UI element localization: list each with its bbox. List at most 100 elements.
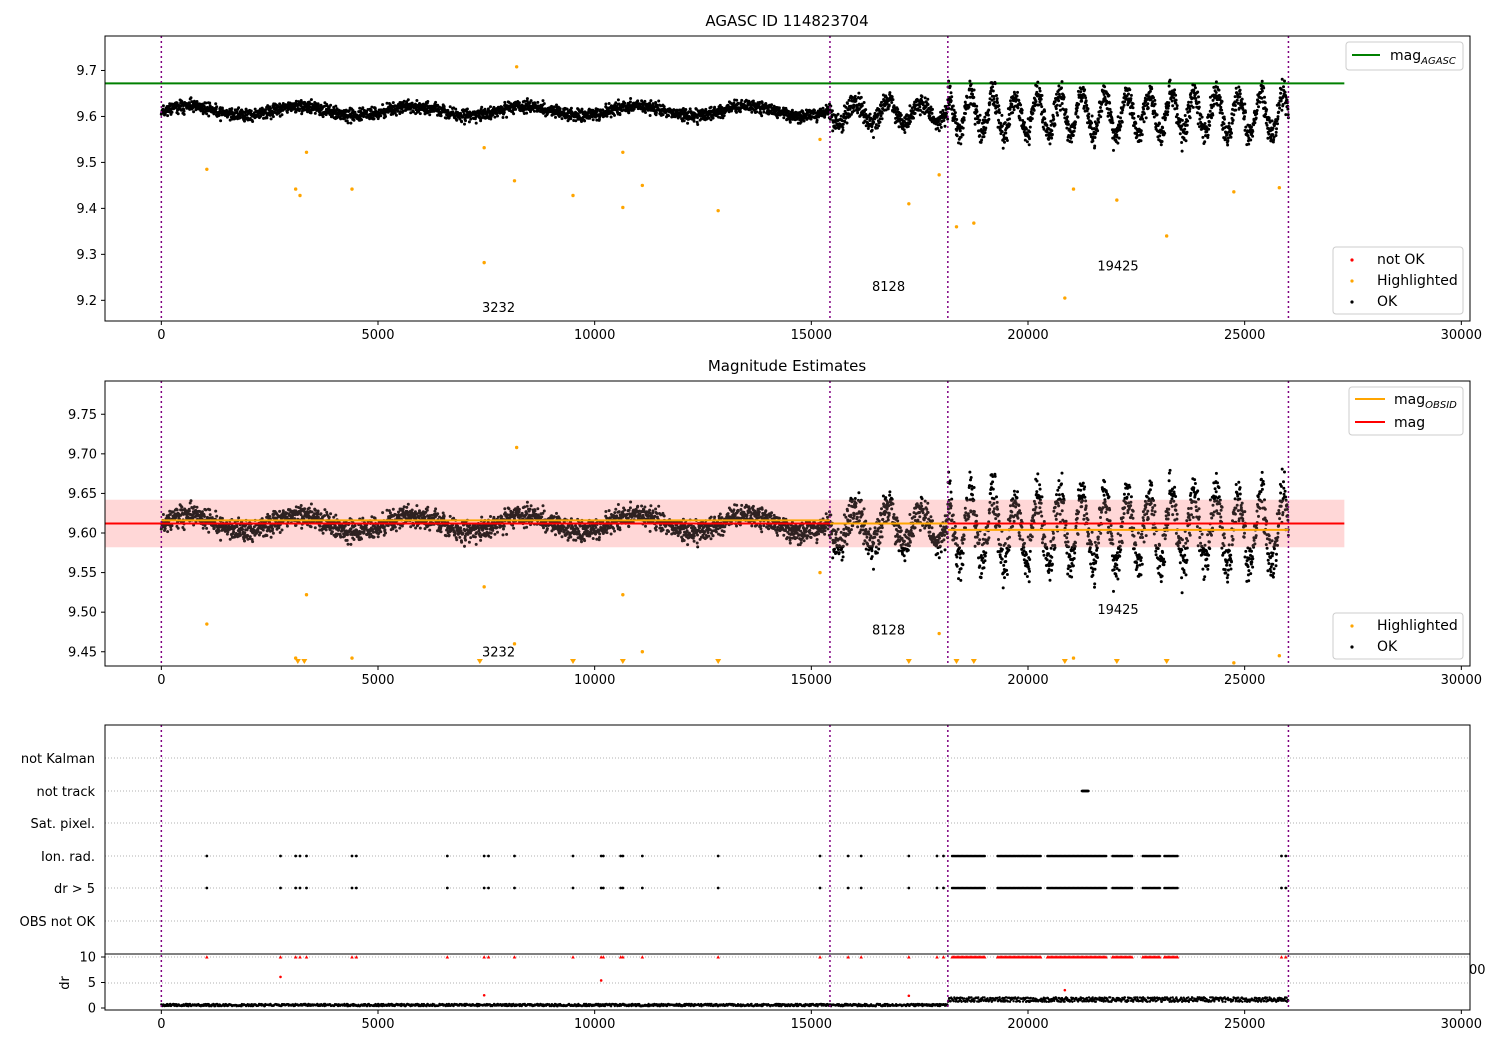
ok-point (489, 117, 493, 121)
legend-mag-agasc: magAGASC (1345, 41, 1464, 71)
ok-point (1178, 132, 1182, 136)
ok-point (1087, 112, 1091, 116)
ok-point (358, 106, 362, 110)
ok-point (1249, 138, 1253, 142)
ok-point (1188, 116, 1192, 120)
ok-point (1028, 130, 1032, 134)
ok-point (1016, 90, 1019, 94)
ok-point (847, 98, 851, 102)
ok-point (1085, 103, 1089, 107)
ok-point (1283, 90, 1287, 94)
ok-point (1185, 130, 1189, 134)
ok-point (486, 107, 490, 111)
y-tick-label: 9.2 (76, 294, 97, 309)
ok-point (1095, 123, 1099, 127)
x-tick-label: 30000 (1441, 328, 1482, 343)
ok-point (1174, 93, 1178, 97)
ok-point (454, 107, 458, 111)
ok-point (1032, 108, 1036, 112)
ok-point (1193, 86, 1197, 90)
ok-point (1272, 138, 1276, 142)
ok-point (464, 119, 467, 123)
ok-point (596, 107, 600, 111)
ok-point (1243, 102, 1247, 106)
ok-point (648, 114, 652, 117)
ok-point (707, 116, 711, 120)
ok-point (532, 109, 536, 113)
ok-point (688, 107, 692, 111)
ok-point (675, 109, 679, 113)
ok-point (627, 111, 631, 115)
ok-point (1210, 116, 1213, 120)
ok-point (1146, 102, 1150, 106)
x-tick-label: 5000 (361, 328, 394, 343)
ok-point (1073, 126, 1077, 130)
ok-point (1226, 139, 1230, 143)
ok-point (352, 118, 356, 122)
highlighted-outlier-point (482, 260, 486, 265)
ok-point (1188, 107, 1192, 111)
ok-point (662, 105, 666, 109)
ok-point (998, 111, 1002, 115)
ok-point (542, 102, 546, 106)
ok-point (878, 120, 882, 124)
ok-point (1265, 123, 1269, 127)
ok-point (1100, 109, 1104, 113)
ok-point (269, 107, 272, 110)
ok-point (651, 102, 655, 106)
ok-point (1120, 111, 1124, 115)
ok-point (555, 103, 558, 107)
ok-point (514, 107, 518, 111)
ok-point (872, 120, 876, 124)
ok-point (992, 100, 996, 104)
ok-point (649, 99, 653, 103)
ok-point (993, 82, 997, 86)
ok-point (370, 105, 374, 109)
ok-point (1008, 123, 1012, 126)
ok-point (271, 115, 275, 119)
ok-point (1129, 97, 1133, 101)
ok-point (299, 99, 303, 102)
ok-point (1067, 122, 1070, 126)
ok-point (939, 125, 943, 129)
ok-point (735, 98, 739, 102)
ok-point (351, 109, 355, 112)
ok-point (1103, 85, 1107, 89)
ok-point (1039, 97, 1043, 101)
ok-point (841, 128, 845, 132)
ok-point (1057, 84, 1061, 88)
ok-point (207, 114, 211, 118)
ok-point (1000, 113, 1004, 117)
obsid-annotation: 19425 (1097, 259, 1138, 274)
ok-point (525, 111, 529, 115)
ok-point (880, 111, 884, 115)
ok-point (529, 99, 533, 103)
ok-point (536, 100, 540, 104)
ok-point (1122, 103, 1126, 107)
highlighted-outlier-point (1232, 190, 1236, 194)
ok-point (1159, 143, 1163, 147)
ok-point (271, 112, 275, 116)
x-tick-label: 20000 (1007, 328, 1048, 343)
ok-point (962, 118, 966, 122)
ok-point (682, 119, 686, 123)
highlighted-outlier-point (205, 167, 209, 172)
ok-point (595, 118, 599, 122)
ok-point (1173, 88, 1177, 92)
ok-point (189, 96, 193, 100)
ok-point (294, 99, 298, 103)
ok-point (657, 99, 661, 103)
ok-point (1150, 87, 1154, 91)
y-tick-label: 9.3 (76, 248, 97, 263)
ok-point (926, 97, 930, 101)
ok-point (1132, 112, 1136, 116)
ok-point (293, 107, 297, 111)
highlighted-outlier-point (514, 65, 519, 69)
ok-point (972, 95, 976, 99)
highlighted-outlier-point (1071, 187, 1076, 191)
ok-point (902, 128, 906, 132)
ok-point (678, 114, 682, 118)
ok-point (306, 110, 309, 114)
ok-point (1267, 132, 1271, 136)
ok-point (1211, 113, 1215, 117)
